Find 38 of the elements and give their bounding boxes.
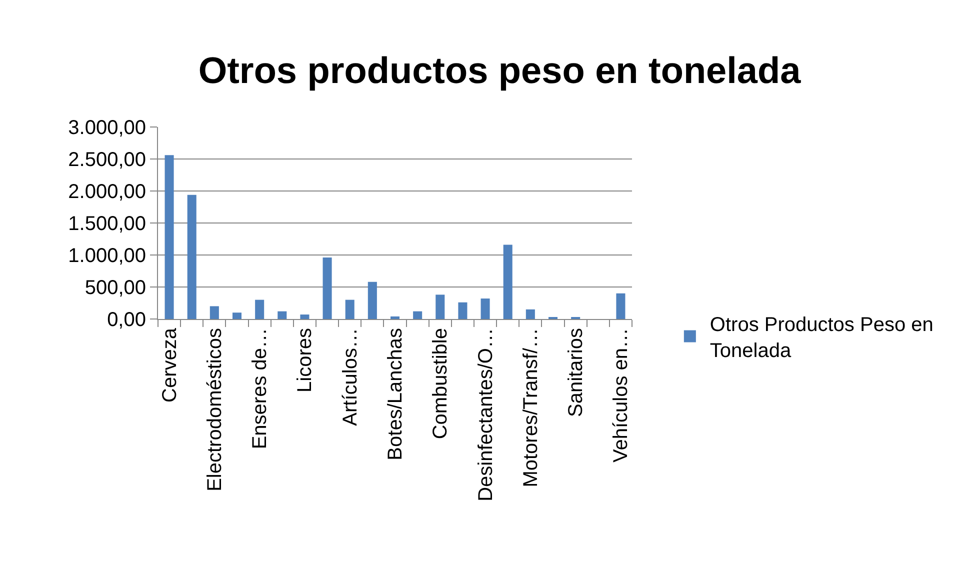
y-tick-label: 1.500,00 — [68, 213, 146, 235]
x-tick-label: Vehículos en… — [610, 328, 632, 463]
bar — [390, 316, 400, 319]
bar — [616, 293, 626, 319]
legend-label: Otros Productos Peso en Tonelada — [710, 314, 934, 362]
bar — [210, 306, 219, 319]
y-tick-label: 3.000,00 — [68, 117, 146, 139]
x-tick-label: Desinfectantes/O… — [474, 328, 497, 502]
x-tick-label: Cerveza — [158, 327, 181, 402]
bar — [526, 309, 535, 319]
bar — [503, 244, 512, 319]
x-tick-label: Sanitarios — [565, 328, 588, 417]
bar — [480, 298, 490, 319]
bar — [255, 300, 264, 319]
bar — [413, 311, 422, 319]
chart-title: Otros productos peso en tonelada — [198, 50, 802, 91]
x-tick-label: Combustible — [430, 328, 452, 440]
x-tick-label: Botes/Lanchas — [384, 328, 406, 460]
x-tick-label: Licores — [294, 328, 316, 392]
y-tick-label: 500,00 — [84, 277, 146, 299]
bar — [368, 282, 377, 319]
bar — [164, 155, 174, 319]
bar — [322, 258, 332, 319]
y-tick-label: 2.500,00 — [68, 149, 146, 171]
bar — [458, 302, 468, 319]
bar — [345, 300, 354, 319]
x-tick-label: Artículos… — [339, 328, 362, 426]
bar — [436, 294, 445, 319]
bar — [187, 194, 196, 319]
x-tick-label: Enseres de… — [249, 328, 272, 450]
x-tick-label: Motores/Transf/… — [520, 328, 542, 488]
bar — [232, 312, 242, 319]
y-tick-label: 2.000,00 — [68, 181, 146, 203]
bar — [300, 314, 310, 319]
x-tick-label: Electrodomésticos — [204, 328, 226, 492]
bar — [278, 311, 287, 319]
y-tick-label: 1.000,00 — [68, 245, 146, 267]
y-tick-label: 0,00 — [107, 309, 146, 331]
